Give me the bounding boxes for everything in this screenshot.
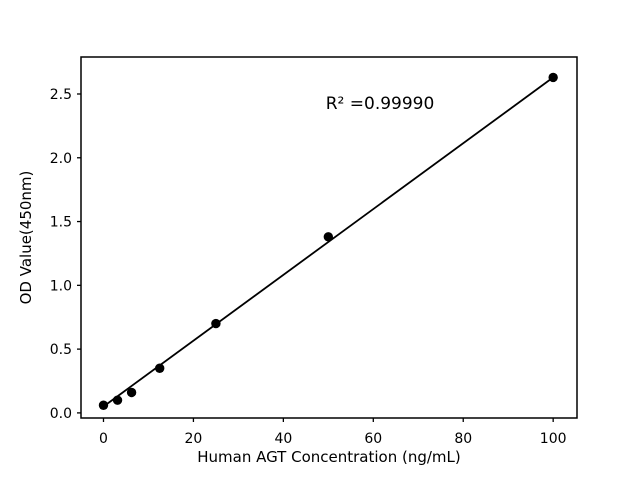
y-tick-label: 0.5: [50, 342, 72, 358]
trend-line: [102, 76, 554, 408]
data-point: [98, 400, 109, 410]
r-squared-annotation: R² =0.99990: [326, 94, 435, 114]
plot-contents: 0 20 40 60 80 100 0.0 0.5 1.0 1.5 2.0 2.5: [50, 72, 567, 447]
x-tick-label: 40: [274, 431, 292, 447]
data-point: [323, 232, 334, 242]
x-tick-label: 60: [364, 431, 382, 447]
x-tick-label: 80: [454, 431, 472, 447]
y-tick-label: 0.0: [50, 406, 72, 422]
data-point: [211, 318, 221, 329]
y-tick-label: 2.0: [50, 151, 72, 167]
axes-border: [80, 56, 578, 419]
x-tick-label: 0: [99, 431, 108, 447]
y-axis-label: OD Value(450nm): [17, 171, 35, 305]
y-tick-label: 1.0: [50, 278, 72, 294]
x-axis-label: Human AGT Concentration (ng/mL): [197, 448, 461, 466]
data-point: [112, 395, 123, 405]
data-point: [548, 72, 558, 83]
y-tick-label: 1.5: [50, 215, 72, 231]
x-tick-label: 100: [540, 431, 567, 447]
x-tick-label: 20: [185, 431, 203, 447]
data-point: [154, 363, 165, 373]
data-point: [126, 387, 137, 398]
y-tick-label: 2.5: [50, 87, 72, 103]
